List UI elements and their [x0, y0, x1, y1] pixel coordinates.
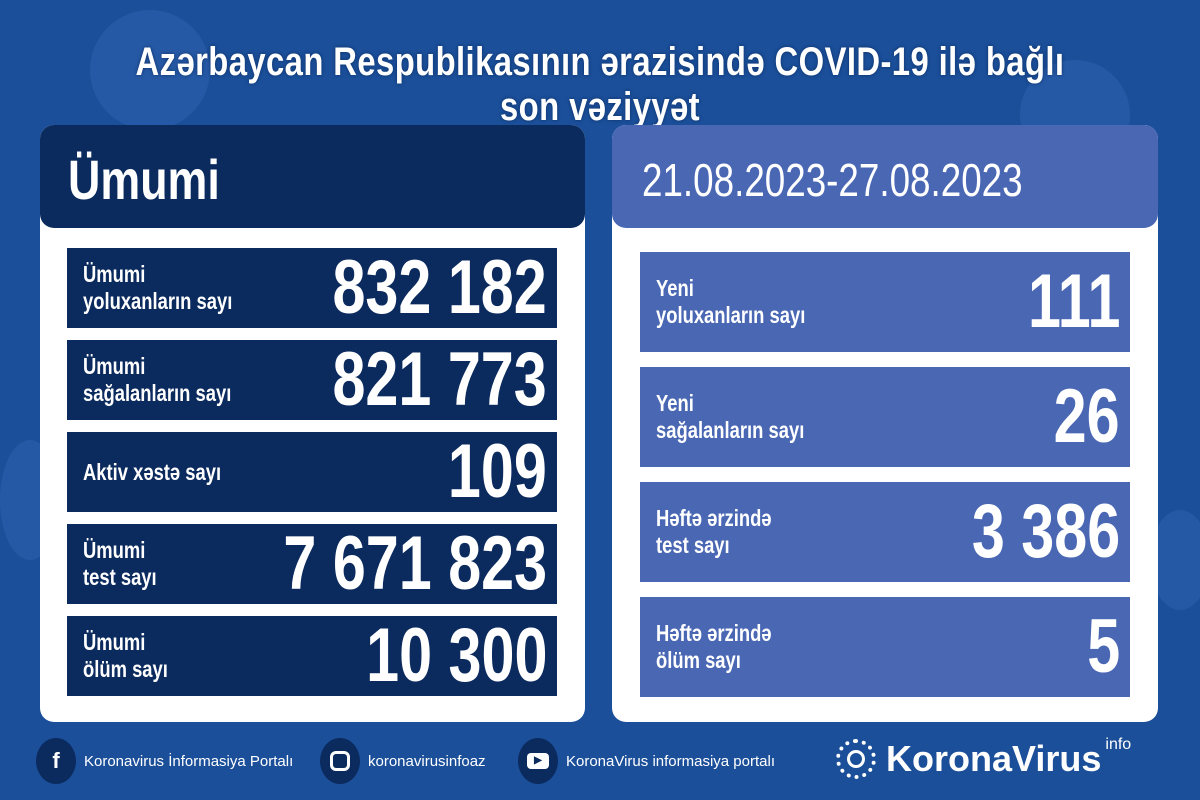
total-panel: Ümumi Ümumi yoluxanların sayı 832 182 Ümu… [40, 125, 585, 722]
stat-row-new-infected: Yeni yoluxanların sayı 111 [640, 252, 1130, 352]
stat-row-total-infected: Ümumi yoluxanların sayı 832 182 [67, 248, 557, 328]
youtube-link[interactable]: ▶ KoronaVirus informasiya portalı [518, 738, 775, 784]
page-title: Azərbaycan Respublikasının ərazisində CO… [135, 40, 1065, 129]
total-panel-header: Ümumi [40, 125, 585, 228]
stat-row-active: Aktiv xəstə sayı 109 [67, 432, 557, 512]
weekly-panel: 21.08.2023-27.08.2023 Yeni yoluxanların … [612, 125, 1158, 722]
stat-row-total-recovered: Ümumi sağalanların sayı 821 773 [67, 340, 557, 420]
stat-row-total-tests: Ümumi test sayı 7 671 823 [67, 524, 557, 604]
sun-virus-icon [836, 739, 876, 779]
youtube-icon: ▶ [518, 738, 558, 784]
weekly-panel-header: 21.08.2023-27.08.2023 [612, 125, 1158, 228]
virus-decoration [90, 10, 210, 130]
facebook-icon: f [36, 738, 76, 784]
stat-row-weekly-tests: Həftə ərzində test sayı 3 386 [640, 482, 1130, 582]
virus-decoration [1150, 510, 1200, 610]
stat-row-total-deaths: Ümumi ölüm sayı 10 300 [67, 616, 557, 696]
instagram-link[interactable]: koronavirusinfoaz [320, 738, 486, 784]
instagram-icon [320, 738, 360, 784]
facebook-link[interactable]: f Koronavirus İnformasiya Portalı [36, 738, 293, 784]
koronavirus-logo: KoronaVirus info [836, 736, 1131, 780]
stat-row-new-recovered: Yeni sağalanların sayı 26 [640, 367, 1130, 467]
stat-row-weekly-deaths: Həftə ərzində ölüm sayı 5 [640, 597, 1130, 697]
